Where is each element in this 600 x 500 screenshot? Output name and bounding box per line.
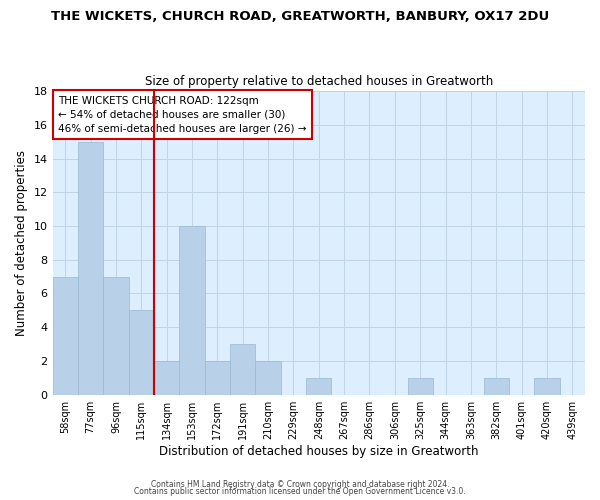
Bar	[128, 310, 154, 394]
X-axis label: Distribution of detached houses by size in Greatworth: Distribution of detached houses by size …	[159, 444, 479, 458]
Text: Contains public sector information licensed under the Open Government Licence v3: Contains public sector information licen…	[134, 487, 466, 496]
Bar	[484, 378, 509, 394]
Bar	[53, 276, 78, 394]
Bar	[179, 226, 205, 394]
Text: Contains HM Land Registry data © Crown copyright and database right 2024.: Contains HM Land Registry data © Crown c…	[151, 480, 449, 489]
Bar	[78, 142, 103, 394]
Text: THE WICKETS, CHURCH ROAD, GREATWORTH, BANBURY, OX17 2DU: THE WICKETS, CHURCH ROAD, GREATWORTH, BA…	[51, 10, 549, 23]
Bar	[230, 344, 256, 395]
Bar	[205, 361, 230, 394]
Bar	[306, 378, 331, 394]
Text: THE WICKETS CHURCH ROAD: 122sqm
← 54% of detached houses are smaller (30)
46% of: THE WICKETS CHURCH ROAD: 122sqm ← 54% of…	[58, 96, 307, 134]
Bar	[256, 361, 281, 394]
Title: Size of property relative to detached houses in Greatworth: Size of property relative to detached ho…	[145, 76, 493, 88]
Y-axis label: Number of detached properties: Number of detached properties	[15, 150, 28, 336]
Bar	[407, 378, 433, 394]
Bar	[103, 276, 128, 394]
Bar	[154, 361, 179, 394]
Bar	[534, 378, 560, 394]
